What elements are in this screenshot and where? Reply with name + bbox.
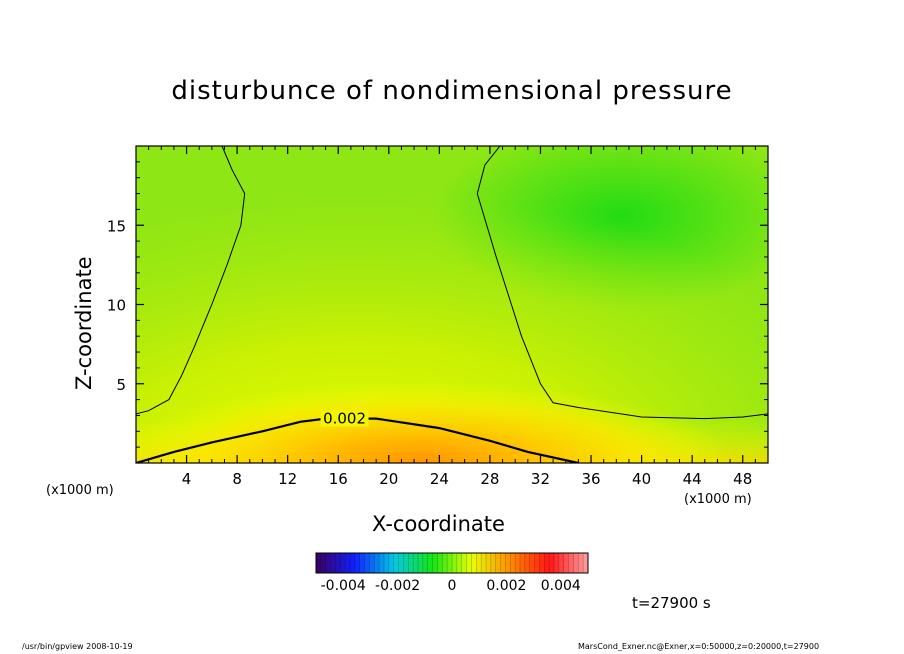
x-tick-label: 8: [232, 470, 242, 488]
colorbar-bin: [476, 553, 482, 573]
colorbar-bin: [340, 553, 346, 573]
colorbar-bin: [549, 553, 555, 573]
colorbar-bin: [374, 553, 380, 573]
colorbar-bin: [418, 553, 424, 573]
colorbar-bin: [345, 553, 351, 573]
colorbar-tick-label: -0.004: [321, 578, 366, 594]
colorbar-bin: [403, 553, 409, 573]
colorbar-bin: [427, 553, 433, 573]
contour-label: 0.002: [323, 410, 366, 428]
y-axis-label: Z-coordinate: [72, 256, 96, 390]
colorbar-bin: [364, 553, 370, 573]
x-tick-label: 36: [581, 470, 600, 488]
colorbar-bin: [544, 553, 550, 573]
y-tick-label: 10: [107, 297, 126, 315]
colorbar-bin: [422, 553, 429, 573]
field-shading: [136, 146, 768, 463]
colorbar-bin: [437, 553, 443, 573]
x-tick-label: 48: [733, 470, 752, 488]
colorbar-bin: [388, 553, 395, 573]
colorbar-bin: [354, 553, 361, 573]
colorbar-bin: [379, 553, 385, 573]
colorbar-bin: [558, 553, 565, 573]
colorbar-bin: [325, 553, 331, 573]
colorbar-bin: [456, 553, 463, 573]
colorbar-bin: [495, 553, 501, 573]
colorbar-bin: [490, 553, 497, 573]
colorbar-bin: [500, 553, 506, 573]
colorbar-bin: [563, 553, 569, 573]
y-tick-label: 15: [107, 217, 126, 235]
colorbar-bin: [408, 553, 414, 573]
y-tick-label: 5: [116, 376, 126, 394]
colorbar-bin: [515, 553, 521, 573]
footer-program-date: /usr/bin/gpview 2008-10-19: [22, 642, 133, 651]
chart-title: disturbunce of nondimensional pressure: [171, 76, 733, 106]
colorbar-bin: [447, 553, 453, 573]
x-tick-label: 4: [182, 470, 192, 488]
contour-layer: 0.002: [136, 146, 768, 463]
colorbar-bin: [413, 553, 419, 573]
colorbar-bin: [481, 553, 487, 573]
colorbar-bin: [471, 553, 477, 573]
x-axis-unit-left: (x1000 m): [46, 483, 114, 498]
colorbar-bin: [554, 553, 560, 573]
colorbar: -0.004 -0.002 0 0.002 0.004: [315, 552, 589, 594]
x-tick-label: 24: [430, 470, 449, 488]
colorbar-bin: [583, 553, 589, 573]
colorbar-bin: [393, 553, 399, 573]
x-tick-label: 44: [683, 470, 702, 488]
colorbar-bin: [452, 553, 458, 573]
colorbar-bin: [461, 553, 467, 573]
colorbar-bin: [316, 553, 322, 573]
colorbar-bin: [432, 553, 438, 573]
colorbar-bin: [573, 553, 579, 573]
colorbar-bin: [442, 553, 448, 573]
x-axis-unit-right: (x1000 m): [684, 492, 752, 507]
x-tick-label: 28: [480, 470, 499, 488]
x-tick-label: 12: [278, 470, 297, 488]
colorbar-bin: [539, 553, 545, 573]
contour-line-left: [136, 146, 246, 415]
colorbar-tick-label: 0.002: [486, 578, 526, 594]
x-tick-label: 20: [379, 470, 398, 488]
colorbar-bin: [350, 553, 356, 573]
colorbar-tick-label: -0.002: [375, 578, 420, 594]
x-tick-label: 32: [531, 470, 550, 488]
colorbar-bin: [534, 553, 540, 573]
colorbar-bin: [520, 553, 526, 573]
footer-source: MarsCond_Exner.nc@Exner,x=0:50000,z=0:20…: [578, 642, 820, 651]
colorbar-tick-label: 0.004: [541, 578, 581, 594]
colorbar-bin: [466, 553, 472, 573]
colorbar-frame: [315, 552, 589, 574]
contour-line-right: [476, 146, 768, 420]
colorbar-bin: [384, 553, 390, 573]
colorbar-bin: [568, 553, 574, 573]
colorbar-bin: [510, 553, 516, 573]
colorbar-bin: [529, 553, 535, 573]
time-annotation: t=27900 s: [632, 594, 711, 612]
x-tick-label: 40: [632, 470, 651, 488]
colorbar-tick-label: 0: [448, 578, 457, 594]
x-tick-label: 16: [329, 470, 348, 488]
colorbar-bin: [398, 553, 404, 573]
colorbar-bin: [330, 553, 336, 573]
x-axis-label: X-coordinate: [372, 512, 505, 536]
colorbar-bin: [578, 553, 584, 573]
colorbar-bin: [486, 553, 492, 573]
colorbar-bin: [320, 553, 327, 573]
colorbar-bin: [505, 553, 511, 573]
colorbar-bin: [359, 553, 365, 573]
colorbar-bin: [524, 553, 531, 573]
colorbar-bin: [369, 553, 375, 573]
contour-label-background: [320, 410, 369, 427]
colorbar-bin: [335, 553, 341, 573]
